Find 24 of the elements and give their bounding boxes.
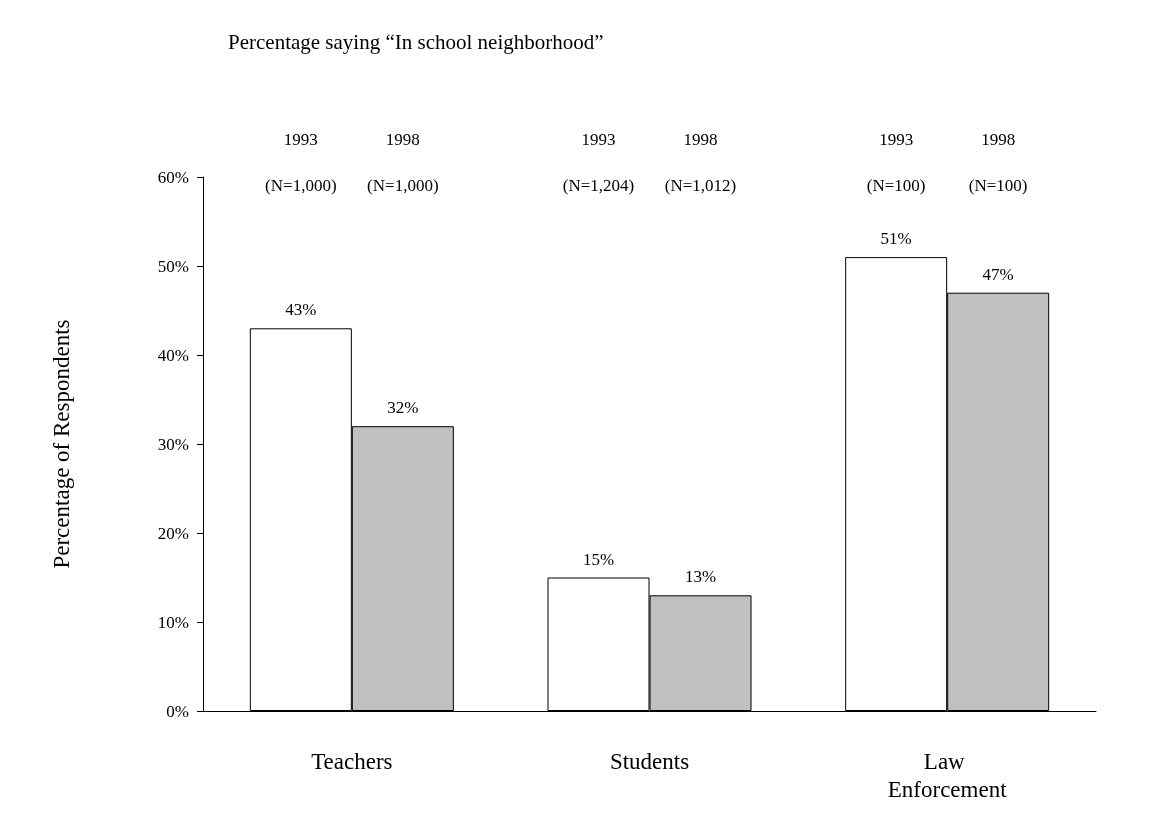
y-tick-label: 10% xyxy=(157,612,189,632)
y-tick-label: 20% xyxy=(157,523,189,543)
data-label: 47% xyxy=(982,264,1014,284)
data-label: 51% xyxy=(880,229,912,249)
data-label: 15% xyxy=(582,549,615,569)
x-tick-label: Law Enforcement xyxy=(887,748,1008,802)
text: 1993 (N=100) xyxy=(866,129,926,195)
data-label: 32% xyxy=(387,398,419,418)
text: 1998 (N=100) xyxy=(968,129,1028,195)
text: 1993 (N=1,204) xyxy=(562,129,635,195)
chart-title: Percentage saying “In school neighborhood” xyxy=(228,29,604,54)
x-tick-label: Students xyxy=(609,748,690,774)
data-label: 43% xyxy=(285,300,317,320)
text: 1993 (N=1,000) xyxy=(265,129,337,195)
y-axis-title: Percentage of Respondents xyxy=(49,319,74,569)
y-tick-label: 50% xyxy=(157,256,189,276)
y-tick-label: 40% xyxy=(157,345,189,365)
x-tick-label: Teachers xyxy=(311,748,393,774)
data-label: 13% xyxy=(684,567,717,587)
text: 1998 (N=1,012) xyxy=(664,129,737,195)
y-tick-label: 60% xyxy=(157,167,189,187)
y-tick-label: 30% xyxy=(157,434,189,454)
text: 1998 (N=1,000) xyxy=(367,129,439,195)
y-tick-label: 0% xyxy=(166,701,189,721)
